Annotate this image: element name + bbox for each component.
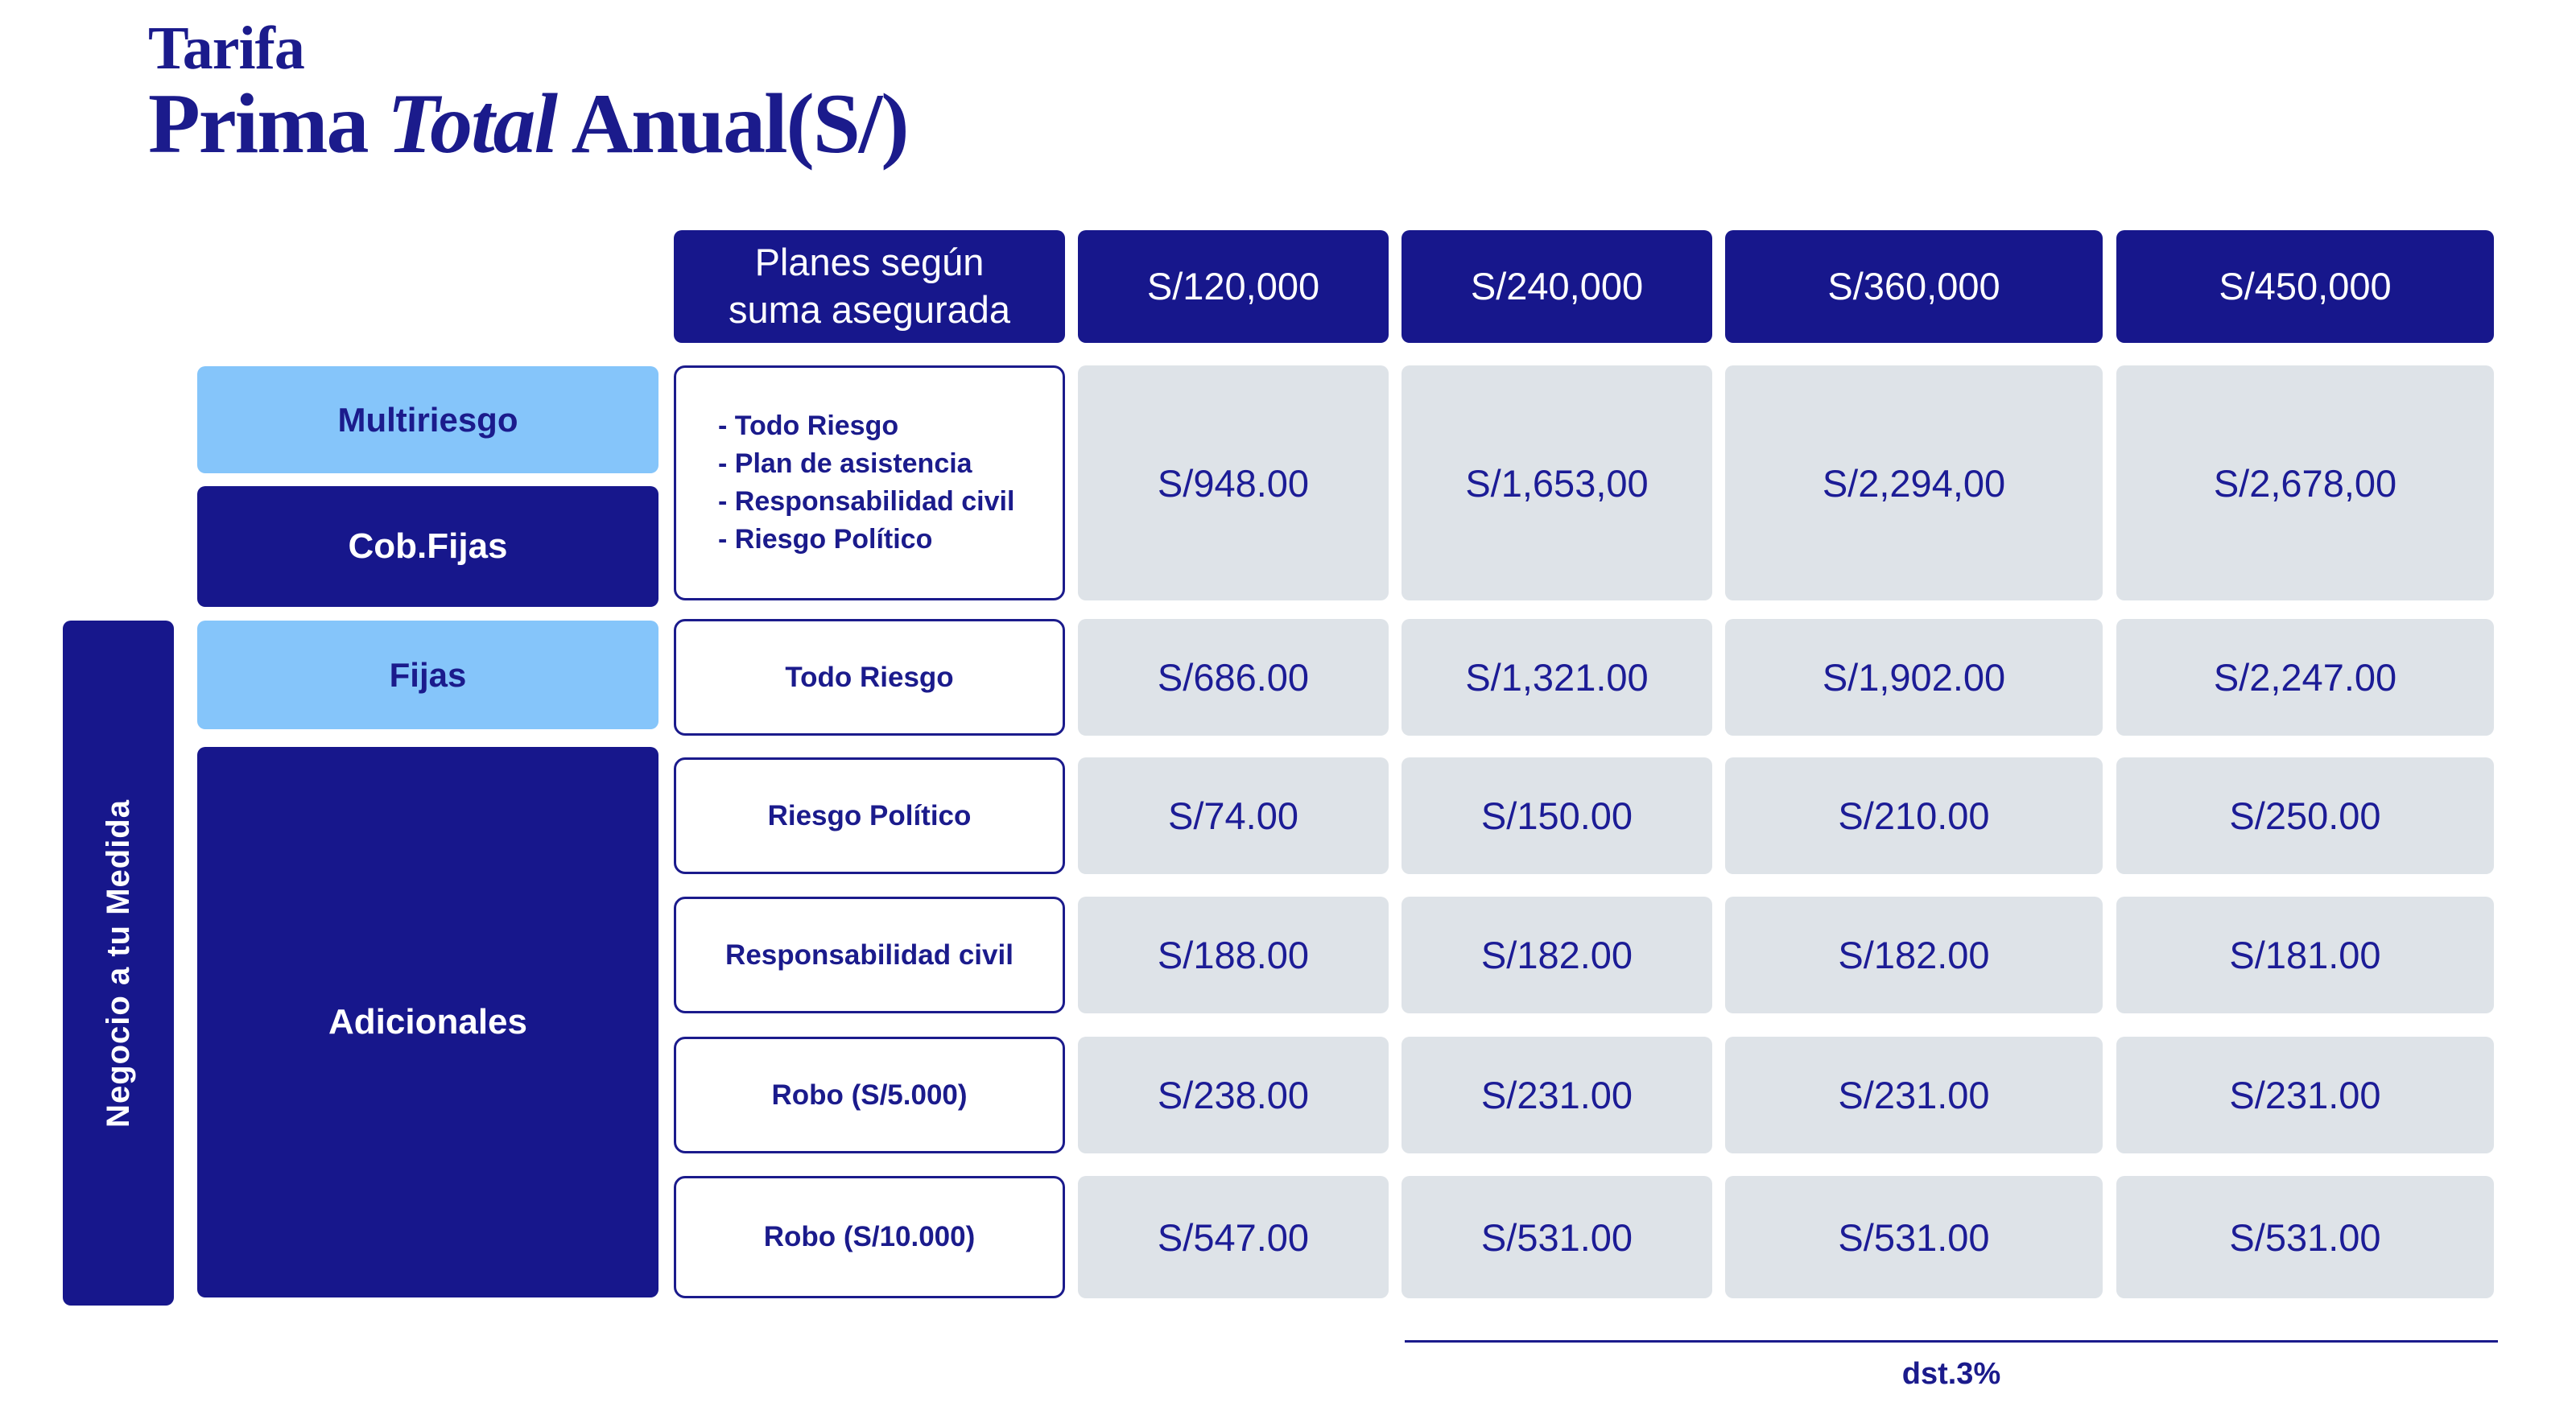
value-cell: S/1,902.00 [1725, 619, 2103, 736]
value-cell: S/531.00 [1725, 1176, 2103, 1298]
vertical-bar-label: Negocio a tu Medida [100, 798, 136, 1128]
value-cell: S/231.00 [2116, 1037, 2494, 1153]
row-label-riesgo-politico: Riesgo Político [674, 757, 1065, 874]
row-label-robo-5000: Robo (S/5.000) [674, 1037, 1065, 1153]
value-cell: S/188.00 [1078, 897, 1389, 1013]
value-cell: S/181.00 [2116, 897, 2494, 1013]
title-prima: Prima [148, 76, 388, 171]
value-cell: S/1,321.00 [1402, 619, 1712, 736]
value-cell: S/238.00 [1078, 1037, 1389, 1153]
value-cell: S/150.00 [1402, 757, 1712, 874]
value-cell: S/182.00 [1725, 897, 2103, 1013]
group-label-fijas: Fijas [197, 621, 658, 729]
value-cell: S/74.00 [1078, 757, 1389, 874]
value-cell: S/948.00 [1078, 365, 1389, 600]
header-col-120000: S/120,000 [1078, 230, 1389, 343]
row-multiriesgo-coverages-box: - Todo Riesgo - Plan de asistencia - Res… [674, 365, 1065, 600]
footer-divider-line [1405, 1340, 2498, 1343]
coverage-bullet-plan-asistencia: - Plan de asistencia [718, 448, 972, 480]
header-plans-line2: suma asegurada [728, 288, 1011, 331]
page-title-kicker: Tarifa [148, 14, 305, 82]
value-cell: S/1,653,00 [1402, 365, 1712, 600]
title-anual: Anual(S/) [555, 76, 910, 171]
header-col-240000: S/240,000 [1402, 230, 1712, 343]
row-label-todo-riesgo: Todo Riesgo [674, 619, 1065, 736]
header-plans-cell: Planes según suma asegurada [674, 230, 1065, 343]
footer-discount-note: dst.3% [1901, 1357, 2001, 1391]
coverage-bullet-todo-riesgo: - Todo Riesgo [718, 410, 899, 442]
coverage-bullet-riesgo-politico: - Riesgo Político [718, 523, 933, 555]
value-cell: S/210.00 [1725, 757, 2103, 874]
value-cell: S/182.00 [1402, 897, 1712, 1013]
value-cell: S/250.00 [2116, 757, 2494, 874]
group-label-adicionales: Adicionales [197, 747, 658, 1297]
title-total-italic: Total [387, 76, 558, 171]
value-cell: S/531.00 [2116, 1176, 2494, 1298]
value-cell: S/531.00 [1402, 1176, 1712, 1298]
value-cell: S/686.00 [1078, 619, 1389, 736]
row-label-responsabilidad-civil: Responsabilidad civil [674, 897, 1065, 1013]
page-title-main: Prima Total Anual(S/) [148, 76, 910, 171]
value-cell: S/231.00 [1402, 1037, 1712, 1153]
coverage-bullet-responsabilidad-civil: - Responsabilidad civil [718, 486, 1015, 517]
header-plans-line1: Planes según [754, 241, 985, 284]
value-cell: S/2,247.00 [2116, 619, 2494, 736]
vertical-bar-negocio-a-tu-medida: Negocio a tu Medida [63, 621, 174, 1306]
value-cell: S/2,294,00 [1725, 365, 2103, 600]
header-col-450000: S/450,000 [2116, 230, 2494, 343]
value-cell: S/547.00 [1078, 1176, 1389, 1298]
group-label-multiriesgo: Multiriesgo [197, 366, 658, 473]
header-col-360000: S/360,000 [1725, 230, 2103, 343]
page-title: Tarifa Prima Total Anual(S/) [148, 14, 910, 171]
value-cell: S/231.00 [1725, 1037, 2103, 1153]
row-label-robo-10000: Robo (S/10.000) [674, 1176, 1065, 1298]
group-label-cob-fijas: Cob.Fijas [197, 486, 658, 607]
value-cell: S/2,678,00 [2116, 365, 2494, 600]
